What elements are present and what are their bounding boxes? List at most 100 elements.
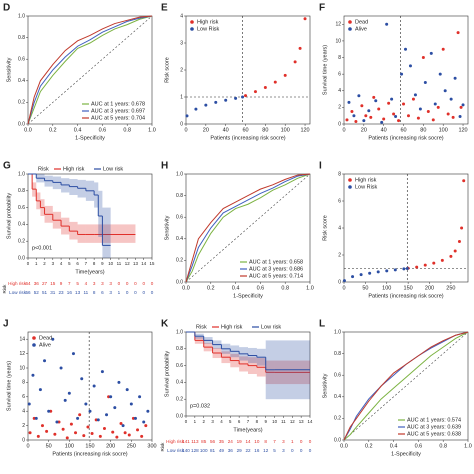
panel-letter: K xyxy=(161,319,169,330)
risk-count: 7 xyxy=(273,439,276,444)
roc-curve xyxy=(185,173,311,283)
x-axis-title: 1-Specificity xyxy=(391,451,421,457)
x-axis-title: Patients (increasing risk socre) xyxy=(210,135,285,141)
y-tick-label: 8 xyxy=(338,55,341,61)
legend-label: Alive xyxy=(355,26,367,32)
y-axis-title: Survival probability xyxy=(164,351,170,397)
x-tick-label: 4 xyxy=(60,261,63,266)
point xyxy=(443,89,447,93)
point xyxy=(121,424,125,428)
x-axis-title: Patients (increasing risk socre) xyxy=(52,451,127,457)
y-tick-label: 0.4 xyxy=(176,236,183,242)
point xyxy=(431,118,435,122)
risk-row-name: High risk xyxy=(8,281,27,286)
x-tick-label: 100 xyxy=(382,285,391,291)
y-tick-label: 0.8 xyxy=(18,188,25,194)
legend-marker xyxy=(32,336,36,340)
y-tick-label: 0.6 xyxy=(176,363,183,369)
point xyxy=(432,261,436,265)
point xyxy=(78,413,82,417)
diagonal-reference xyxy=(343,331,469,441)
panel-letter: H xyxy=(161,161,168,172)
legend-marker xyxy=(348,27,352,31)
point xyxy=(415,265,419,269)
risk-count: 0 xyxy=(142,281,145,286)
x-tick-label: 1.0 xyxy=(148,127,156,133)
legend-marker xyxy=(190,27,194,31)
point xyxy=(127,433,131,437)
x-tick-label: 200 xyxy=(425,285,434,291)
y-tick-label: 0.4 xyxy=(176,380,183,386)
y-tick-label: 4 xyxy=(338,225,341,231)
risk-count: 81 xyxy=(210,448,216,453)
point xyxy=(453,76,457,80)
point xyxy=(32,416,36,420)
point xyxy=(88,409,92,413)
point xyxy=(360,104,364,108)
point xyxy=(376,270,380,274)
legend-label: AUC at 5 years: 0.638 xyxy=(407,431,461,437)
legend-label: AUC at 3 years: 0.639 xyxy=(407,424,461,430)
x-tick-label: 60 xyxy=(400,127,406,133)
point xyxy=(416,116,420,120)
risk-count: 29 xyxy=(237,448,243,453)
y-axis-title: Sensitivity xyxy=(322,373,328,398)
x-tick-label: 2 xyxy=(43,261,46,266)
point xyxy=(123,431,127,435)
x-tick-label: 5 xyxy=(68,261,71,266)
point xyxy=(80,377,84,381)
x-tick-label: 0 xyxy=(184,127,187,133)
x-tick-label: 3 xyxy=(52,261,55,266)
roc-curve xyxy=(343,331,469,441)
roc-curve xyxy=(27,15,153,125)
point xyxy=(354,120,358,124)
x-tick-label: 200 xyxy=(106,443,115,449)
point xyxy=(352,114,356,118)
y-tick-label: 0.6 xyxy=(334,373,341,379)
risk-count: 0 xyxy=(151,290,154,295)
risk-row-name: High risk xyxy=(166,439,185,444)
point xyxy=(377,107,381,111)
risk-count: 24 xyxy=(228,439,234,444)
y-tick-label: 0.6 xyxy=(18,205,25,211)
point xyxy=(57,420,61,424)
panel: H 0.0 0.2 0.4 0.6 0.8 1.0 0.0 0.2 0.4 0.6 0.8 1.0 1-S… xyxy=(161,161,314,300)
point xyxy=(63,398,67,402)
legend-label: AUC at 3 years: 0.697 xyxy=(91,108,145,114)
y-axis-title: Survival time (years) xyxy=(6,361,12,411)
y-tick-label: 0.4 xyxy=(334,394,341,400)
confidence-band xyxy=(77,224,86,243)
point xyxy=(405,267,409,270)
x-tick-label: 40 xyxy=(223,127,229,133)
x-tick-label: 0.4 xyxy=(232,285,240,291)
risk-count: 5 xyxy=(273,448,276,453)
point xyxy=(86,425,90,429)
risk-count: 19 xyxy=(237,439,243,444)
x-tick-label: 80 xyxy=(262,127,268,133)
risk-count: 36 xyxy=(228,448,234,453)
risk-count: 1 xyxy=(291,439,294,444)
point xyxy=(406,114,410,118)
point xyxy=(459,105,463,109)
risk-count: 3 xyxy=(282,439,285,444)
point xyxy=(185,114,189,118)
x-tick-label: 4 xyxy=(220,419,223,424)
point xyxy=(224,98,228,102)
risk-count: 85 xyxy=(201,439,207,444)
legend-label: Low Risk xyxy=(197,26,220,32)
plot-frame xyxy=(27,173,153,259)
y-tick-label: 0.8 xyxy=(18,35,25,41)
risk-row-name: Low risk xyxy=(167,448,185,453)
risk-count: 6 xyxy=(101,290,104,295)
point xyxy=(71,352,75,356)
roc-curve xyxy=(343,331,469,441)
risk-count: 8 xyxy=(264,439,267,444)
point xyxy=(374,99,378,103)
legend-label: Dead xyxy=(39,335,52,341)
point xyxy=(241,95,245,99)
x-tick-label: 0 xyxy=(342,285,345,291)
point xyxy=(92,384,96,388)
point xyxy=(140,434,144,438)
